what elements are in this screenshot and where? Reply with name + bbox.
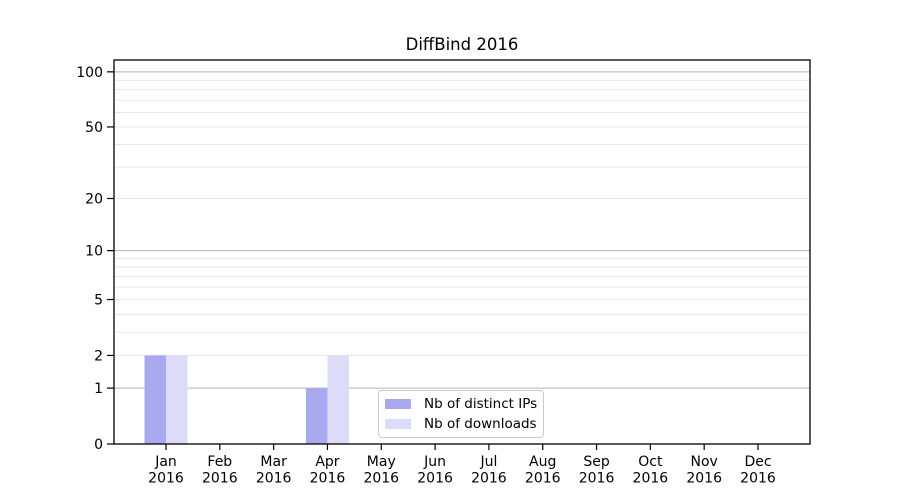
bar-downloads-apr: [327, 355, 349, 444]
x-tick-label-oct: Oct 2016: [633, 454, 669, 487]
x-tick-label-nov: Nov 2016: [686, 454, 722, 487]
legend-swatch-downloads: [385, 419, 411, 429]
x-tick-label-sep: Sep 2016: [579, 454, 615, 487]
x-tick-label-jan: Jan 2016: [148, 454, 184, 487]
legend-swatch-distinct-ips: [385, 399, 411, 409]
legend: Nb of distinct IPs Nb of downloads: [378, 390, 544, 438]
y-tick-label: 5: [94, 293, 103, 309]
x-tick-label-feb: Feb 2016: [202, 454, 238, 487]
y-tick-label: 100: [76, 65, 103, 81]
plot-border: [113, 59, 811, 445]
x-tick-label-jun: Jun 2016: [417, 454, 453, 487]
legend-label-downloads: Nb of downloads: [424, 416, 537, 432]
bar-distinct-ips-apr: [305, 388, 328, 444]
legend-item-downloads: Nb of downloads: [385, 414, 543, 434]
y-tick-label: 10: [85, 244, 103, 260]
x-tick-label-mar: Mar 2016: [256, 454, 292, 487]
y-tick-label: 50: [85, 120, 103, 136]
x-tick-label-may: May 2016: [363, 454, 399, 487]
y-tick-label: 2: [94, 348, 103, 364]
y-tick-label: 1: [94, 381, 103, 397]
x-tick-label-dec: Dec 2016: [740, 454, 776, 487]
x-tick-label-apr: Apr 2016: [310, 454, 346, 487]
legend-label-distinct-ips: Nb of distinct IPs: [424, 396, 538, 412]
bar-distinct-ips-jan: [144, 355, 166, 444]
x-tick-label-aug: Aug 2016: [525, 454, 561, 487]
y-tick-label: 0: [94, 437, 103, 453]
y-tick-label: 20: [85, 192, 103, 208]
x-tick-label-jul: Jul 2016: [471, 454, 507, 487]
legend-item-distinct-ips: Nb of distinct IPs: [385, 394, 543, 414]
bar-downloads-jan: [166, 355, 188, 444]
chart-title: DiffBind 2016: [405, 35, 519, 54]
